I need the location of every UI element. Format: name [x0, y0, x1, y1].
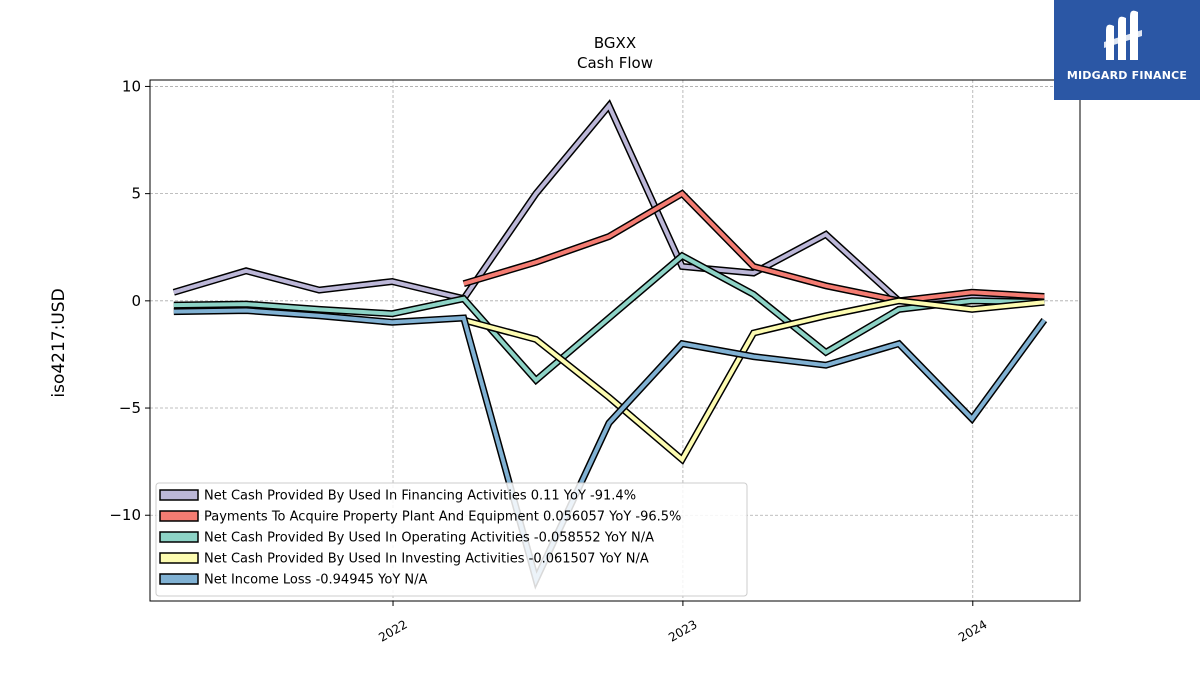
chart-subtitle: Cash Flow: [577, 54, 653, 72]
plot-frame: [149, 79, 1081, 602]
series-line: [173, 308, 1046, 586]
y-tick-label: −5: [119, 399, 141, 417]
legend-swatch: [159, 489, 199, 501]
series-line: [173, 101, 1045, 303]
x-tick-label: 2024: [956, 617, 989, 644]
y-tick-label: 5: [131, 185, 141, 203]
legend-label: Net Cash Provided By Used In Investing A…: [204, 552, 649, 567]
legend-item: Net Cash Provided By Used In Financing A…: [159, 489, 636, 504]
legend-swatch: [159, 510, 199, 522]
legend-label: Payments To Acquire Property Plant And E…: [204, 510, 681, 525]
series-2: [462, 189, 1045, 305]
brand-name: MIDGARD FINANCE: [1066, 69, 1188, 82]
brand-logo: MIDGARD FINANCE: [1054, 0, 1200, 100]
legend-item: Net Cash Provided By Used In Operating A…: [159, 531, 654, 546]
series-1: [172, 99, 1045, 305]
legend-label: Net Cash Provided By Used In Financing A…: [204, 489, 636, 504]
series-line: [173, 253, 1045, 383]
series-line: [463, 191, 1045, 303]
legend-item: Net Cash Provided By Used In Investing A…: [159, 552, 649, 567]
series-4: [462, 297, 1045, 465]
series-3: [173, 251, 1045, 386]
legend-item: Payments To Acquire Property Plant And E…: [159, 510, 681, 525]
legend-item: Net Income Loss -0.94945 YoY N/A: [159, 573, 427, 588]
midgard-logo-icon: [1104, 10, 1142, 61]
series-line-outline: [172, 99, 1045, 305]
legend-swatch: [159, 573, 199, 585]
legend-box: [155, 482, 748, 597]
legend: Net Cash Provided By Used In Financing A…: [155, 482, 748, 597]
y-axis-label: iso4217:USD: [49, 288, 69, 397]
legend-swatch: [159, 552, 199, 564]
x-tick-label: 2023: [666, 617, 699, 644]
chart-title: BGXX: [594, 34, 636, 52]
series-5: [173, 306, 1048, 590]
y-tick-label: 0: [131, 292, 141, 310]
x-tick-label: 2022: [376, 617, 409, 644]
legend-label: Net Cash Provided By Used In Operating A…: [204, 531, 654, 546]
y-tick-label: −10: [109, 506, 141, 524]
legend-swatch: [159, 531, 199, 543]
series-line: [463, 298, 1045, 463]
series-line-outline: [462, 189, 1045, 305]
y-tick-label: 10: [122, 77, 141, 95]
series-line-outline: [462, 297, 1045, 465]
legend-label: Net Income Loss -0.94945 YoY N/A: [204, 573, 427, 588]
series-lines: [172, 99, 1048, 590]
